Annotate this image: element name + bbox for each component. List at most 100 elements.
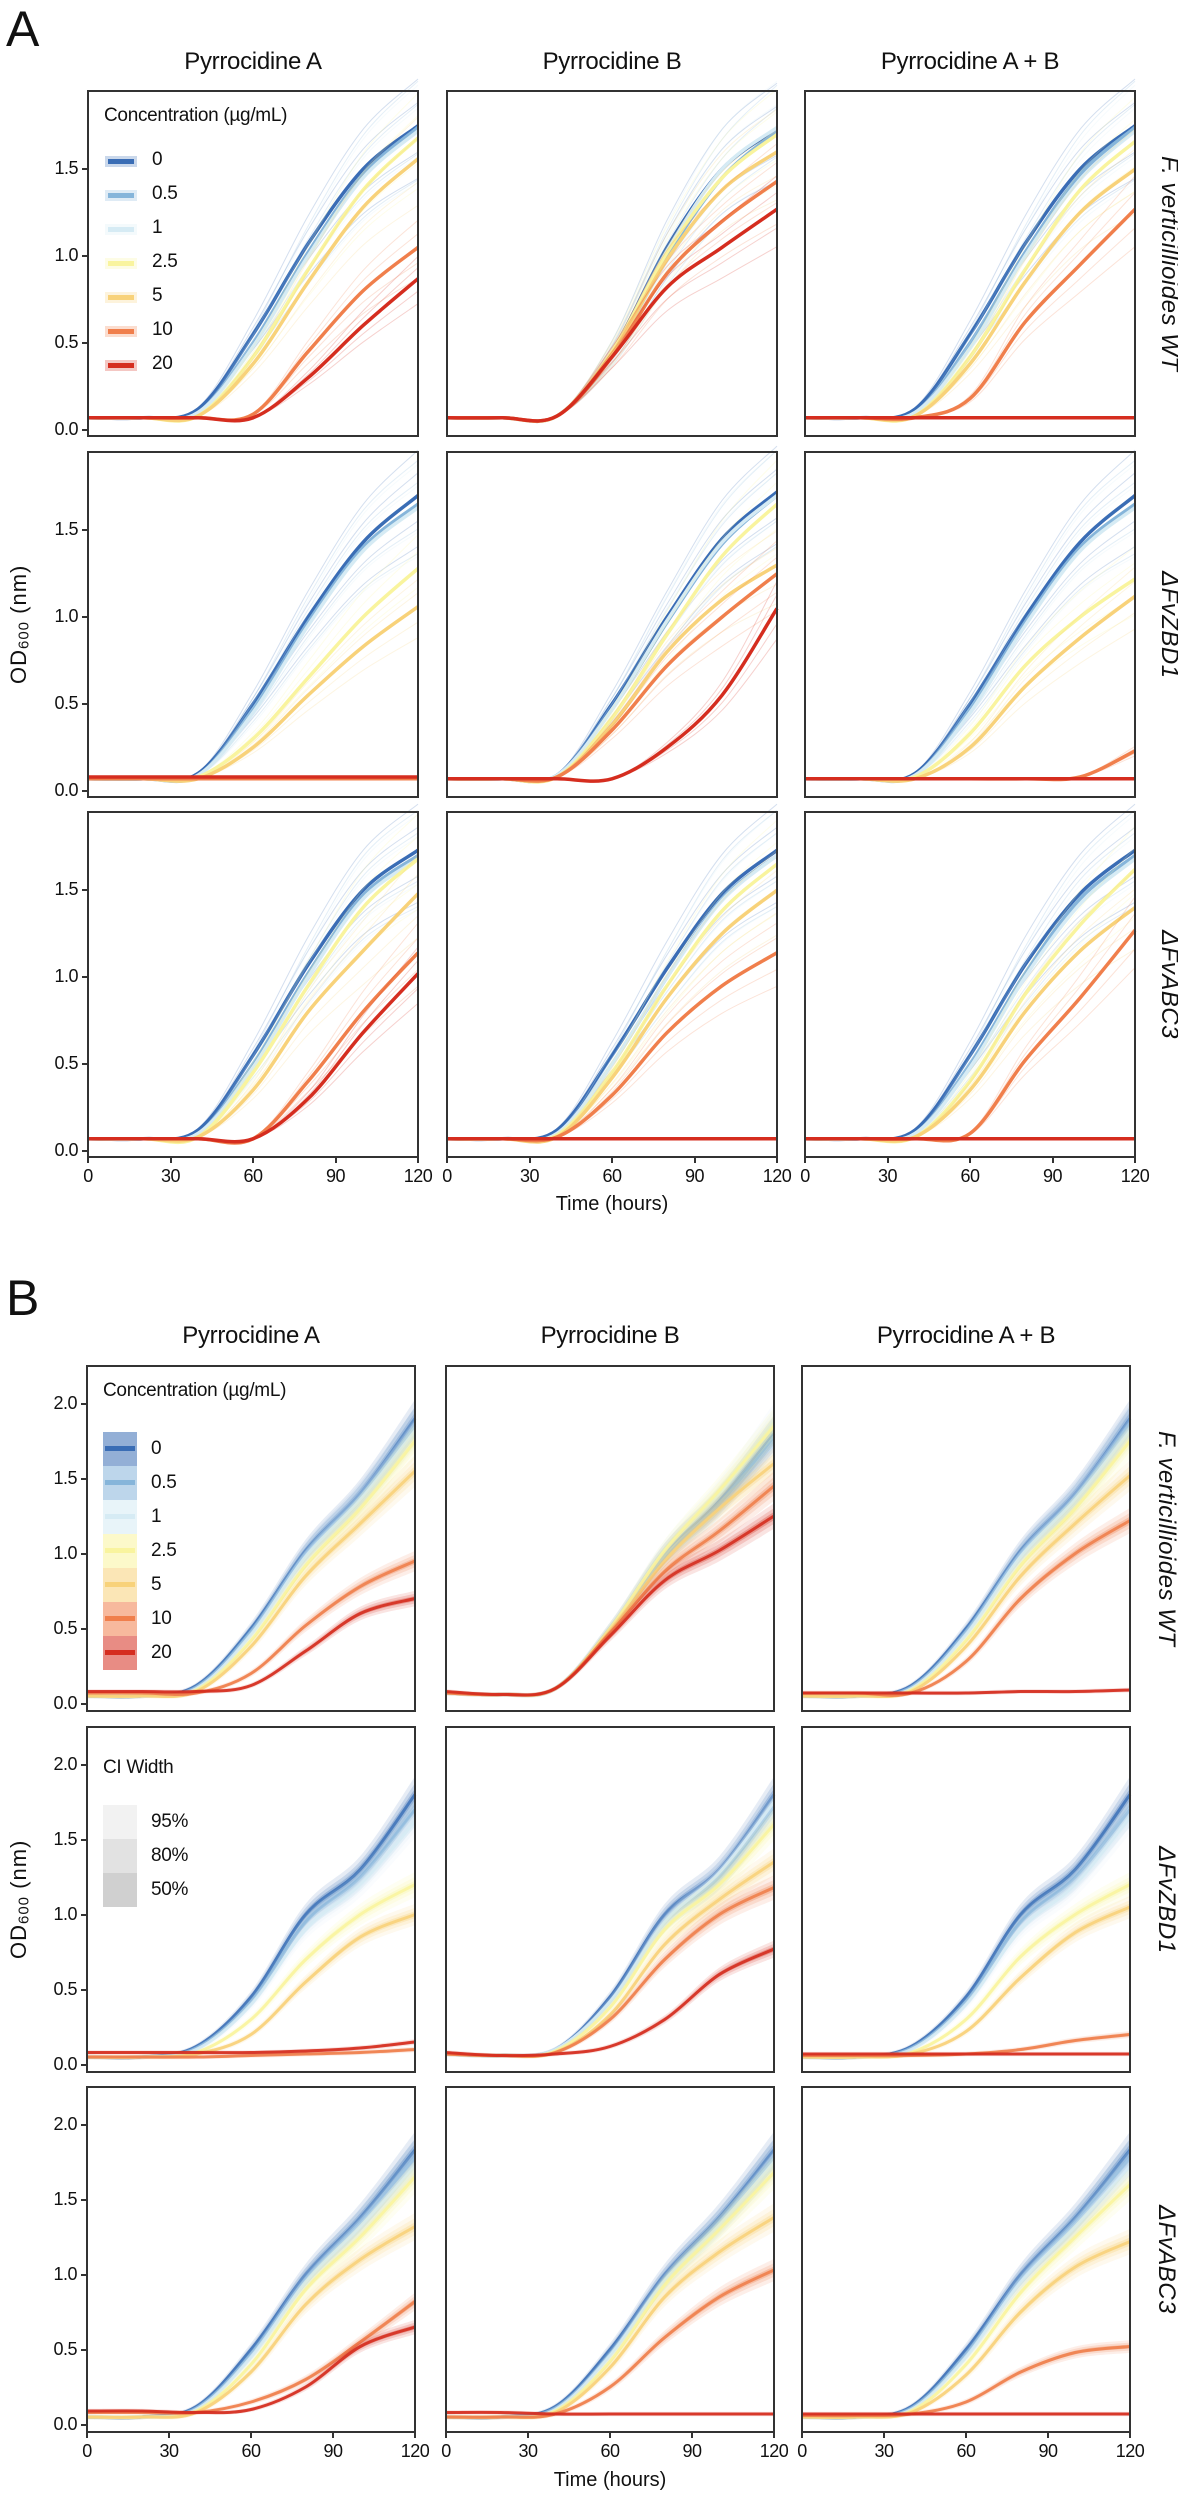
y-axis-title-subscript: 600 — [15, 621, 33, 650]
y-tick-label: 1.0 — [53, 1542, 77, 1563]
column-title: Pyrrocidine B — [540, 1322, 680, 1349]
y-tick-mark — [81, 2423, 87, 2426]
ci-band-50 — [802, 2344, 1130, 2417]
mean-line — [88, 277, 420, 423]
legend-label: 0.5 — [152, 183, 178, 204]
ci-band-95 — [802, 1871, 1130, 2060]
ci-band-80 — [446, 1791, 774, 2057]
x-tick-mark — [86, 2432, 88, 2438]
column-title: Pyrrocidine A + B — [880, 48, 1060, 75]
row-label: ΔFvABC3 — [1153, 2205, 1178, 2314]
legend-title: Concentration (µg/mL) — [103, 1380, 287, 1401]
y-tick-mark — [81, 1627, 87, 1630]
ci-legend-label: 50% — [151, 1879, 189, 1900]
legend-swatch-1 — [108, 227, 134, 232]
ci-band-95 — [87, 1871, 415, 2060]
x-tick-label: 30 — [159, 2441, 179, 2461]
ci-band-80 — [87, 2218, 415, 2419]
fit-line — [445, 2268, 775, 2419]
x-tick-mark — [332, 2432, 334, 2438]
y-tick-label: 1.0 — [54, 606, 78, 627]
x-tick-mark — [611, 1157, 613, 1163]
x-tick-label: 60 — [960, 1166, 980, 1186]
panel-letter: A — [6, 1, 40, 57]
x-tick-mark — [168, 2432, 170, 2438]
mean-line — [88, 972, 420, 1144]
x-tick-mark — [773, 2432, 775, 2438]
y-tick-label: 0.0 — [54, 418, 78, 439]
y-tick-label: 0.0 — [53, 1692, 77, 1713]
fit-line — [86, 2325, 416, 2415]
series-20 — [802, 2411, 1130, 2417]
mean-line — [446, 207, 778, 423]
x-tick-mark — [417, 1157, 419, 1163]
plot-border — [801, 1726, 1131, 2073]
fit-line — [86, 2040, 416, 2055]
x-tick-label: 120 — [403, 1166, 433, 1186]
y-axis-title: OD600 (nm) — [6, 452, 32, 797]
ci-band-80 — [87, 1593, 415, 1694]
y-tick-label: 1.5 — [54, 158, 78, 179]
ci-band-95 — [87, 2160, 415, 2420]
series-5 — [86, 1455, 417, 1699]
ci-band-95 — [87, 1455, 415, 1699]
x-tick-mark — [1129, 2432, 1131, 2438]
x-tick-mark — [883, 2432, 885, 2438]
series-20 — [445, 2410, 774, 2417]
plot-background — [88, 812, 418, 1157]
y-tick-label: 0.0 — [54, 1139, 78, 1160]
column-title: Pyrrocidine A + B — [876, 1322, 1056, 1349]
x-tick-mark — [252, 1157, 254, 1163]
y-tick-label: 0.0 — [53, 2413, 77, 2434]
x-tick-mark — [1134, 1157, 1136, 1163]
series-20 — [445, 1503, 775, 1698]
plot-border — [446, 451, 778, 798]
x-tick-label: 120 — [400, 2441, 430, 2461]
x-tick-label: 30 — [519, 1166, 540, 1186]
plot-border — [86, 1365, 416, 1712]
y-tick-label: 1.5 — [54, 879, 78, 900]
x-tick-label: 60 — [243, 1166, 263, 1186]
plot-border — [445, 1365, 775, 1712]
x-tick-label: 120 — [762, 1166, 792, 1186]
y-tick-label: 0.5 — [54, 1053, 78, 1073]
x-tick-label: 30 — [160, 1166, 181, 1186]
ci-band-50 — [802, 1880, 1130, 2059]
x-tick-mark — [969, 1157, 971, 1163]
x-tick-label: 120 — [1115, 2441, 1145, 2461]
x-tick-mark — [609, 2432, 611, 2438]
plot-background — [802, 1366, 1130, 1711]
fit-line — [86, 1597, 416, 1694]
ci-band-80 — [446, 1879, 774, 2058]
facet-plot — [446, 80, 779, 437]
facet-plot — [801, 2086, 1132, 2433]
y-tick-label: 2.0 — [53, 2113, 77, 2134]
y-tick-mark — [82, 616, 88, 619]
y-tick-label: 0.5 — [53, 1617, 77, 1638]
ci-legend-swatch — [103, 1805, 137, 1839]
ci-band-95 — [802, 1423, 1130, 1699]
y-tick-mark — [82, 428, 88, 431]
fit-line — [86, 1469, 417, 1699]
x-tick-mark — [1047, 2432, 1049, 2438]
x-tick-label: 60 — [602, 1166, 622, 1186]
column-title: Pyrrocidine A — [182, 1322, 320, 1349]
ci-band-95 — [446, 1875, 774, 2059]
plot-background — [446, 2087, 774, 2432]
x-tick-label: 30 — [518, 2441, 538, 2461]
facet-plot — [87, 449, 420, 798]
ci-band-95 — [802, 2168, 1130, 2420]
y-tick-mark — [81, 1838, 87, 1841]
ci-band-95 — [446, 1789, 774, 2058]
ci-band-50 — [87, 2222, 415, 2419]
y-tick-label: 0.0 — [53, 2053, 77, 2074]
series-20 — [802, 2051, 1130, 2057]
x-tick-mark — [1051, 1157, 1054, 1163]
x-tick-label: 0 — [83, 1166, 93, 1186]
y-tick-label: 0.5 — [54, 693, 78, 713]
facet-plot — [445, 2086, 776, 2433]
ci-band-80 — [446, 2208, 774, 2419]
facet-plot — [445, 1726, 776, 2073]
facet-plot — [801, 1726, 1132, 2073]
legend-label: 0 — [151, 1438, 162, 1459]
